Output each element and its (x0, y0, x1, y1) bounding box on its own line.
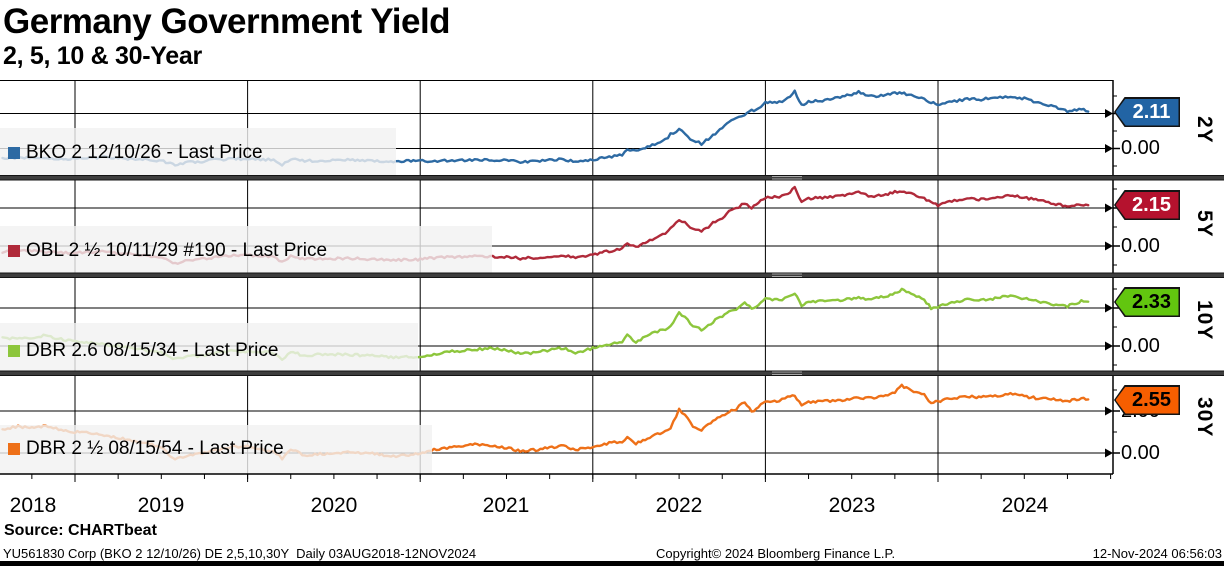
security-info: YU561830 Corp (BKO 2 12/10/26) DE 2,5,10… (3, 546, 477, 561)
pane-label-2y: 2Y (1193, 116, 1216, 144)
legend-keybox-2Y (0, 128, 396, 176)
tag-value-30y: 2.55 (1115, 386, 1179, 414)
gridline-arrowhead-30Y-2 (1105, 406, 1113, 416)
gridline-arrowhead-30Y-0 (1105, 448, 1113, 458)
pane-separator (0, 175, 1224, 180)
gridline-arrowhead-2Y-0 (1105, 144, 1113, 153)
legend-keybox-10Y (0, 323, 418, 371)
bottom-divider-bar (0, 561, 1224, 566)
legend-10y: DBR 2.6 08/15/34 - Last Price (8, 340, 278, 362)
ytick-5y-zero: 0.00 (1121, 235, 1160, 257)
timestamp-text: 12-Nov-2024 06:56:03 (1092, 546, 1222, 561)
legend-swatch-30y-icon (8, 443, 20, 455)
legend-keybox-30Y (0, 425, 432, 474)
xtick-2024: 2024 (1001, 494, 1049, 517)
pane-separator-grip[interactable] (772, 176, 802, 180)
pane-label-10y: 10Y (1193, 300, 1216, 341)
gridline-arrowhead-10Y-2 (1105, 303, 1113, 313)
pane-separator-grip[interactable] (772, 371, 802, 375)
gridline-arrowhead-5Y-2 (1105, 203, 1113, 213)
pane-label-30y: 30Y (1193, 397, 1216, 438)
pane-separator-grip[interactable] (772, 273, 802, 277)
gridline-arrowhead-5Y-0 (1105, 241, 1113, 251)
legend-keybox-5Y (0, 226, 492, 273)
legend-5y: OBL 2 ½ 10/11/29 #190 - Last Price (8, 240, 327, 262)
pane-separator (0, 371, 1224, 376)
ytick-30y-zero: 0.00 (1121, 442, 1160, 464)
legend-2y: BKO 2 12/10/26 - Last Price (8, 142, 263, 164)
legend-30y: DBR 2 ½ 08/15/54 - Last Price (8, 438, 284, 460)
gridline-arrowhead-2Y-2 (1105, 109, 1113, 118)
tag-value-5y: 2.15 (1115, 191, 1179, 219)
source-label: Source: CHARTbeat (4, 522, 157, 539)
last-price-tag-30y: 2.55 (1114, 385, 1180, 415)
xtick-2023: 2023 (828, 494, 876, 517)
page-title: Germany Government Yield (3, 2, 451, 41)
copyright-text: Copyright© 2024 Bloomberg Finance L.P. (656, 546, 896, 561)
xtick-2021: 2021 (482, 494, 530, 517)
last-price-tag-10y: 2.33 (1114, 287, 1180, 317)
page-subtitle: 2, 5, 10 & 30-Year (3, 42, 202, 70)
last-price-tag-5y: 2.15 (1114, 190, 1180, 220)
ytick-2y-zero: 0.00 (1121, 137, 1160, 159)
legend-label-30y: DBR 2 ½ 08/15/54 - Last Price (26, 438, 284, 459)
tag-value-2y: 2.11 (1115, 98, 1179, 126)
pane-separator (0, 273, 1224, 278)
legend-swatch-10y-icon (8, 345, 20, 357)
legend-label-10y: DBR 2.6 08/15/34 - Last Price (26, 340, 279, 361)
last-price-tag-2y: 2.11 (1114, 97, 1180, 127)
legend-swatch-5y-icon (8, 245, 20, 257)
xtick-2020: 2020 (310, 494, 358, 517)
ytick-10y-zero: 0.00 (1121, 335, 1160, 357)
legend-label-5y: OBL 2 ½ 10/11/29 #190 - Last Price (26, 240, 328, 261)
legend-label-2y: BKO 2 12/10/26 - Last Price (26, 142, 263, 163)
gridline-arrowhead-10Y-0 (1105, 341, 1113, 351)
xtick-2018: 2018 (9, 494, 57, 517)
tag-value-10y: 2.33 (1115, 288, 1179, 316)
xtick-2022: 2022 (655, 494, 703, 517)
legend-swatch-2y-icon (8, 147, 20, 159)
pane-label-5y: 5Y (1193, 210, 1216, 238)
xtick-2019: 2019 (137, 494, 185, 517)
